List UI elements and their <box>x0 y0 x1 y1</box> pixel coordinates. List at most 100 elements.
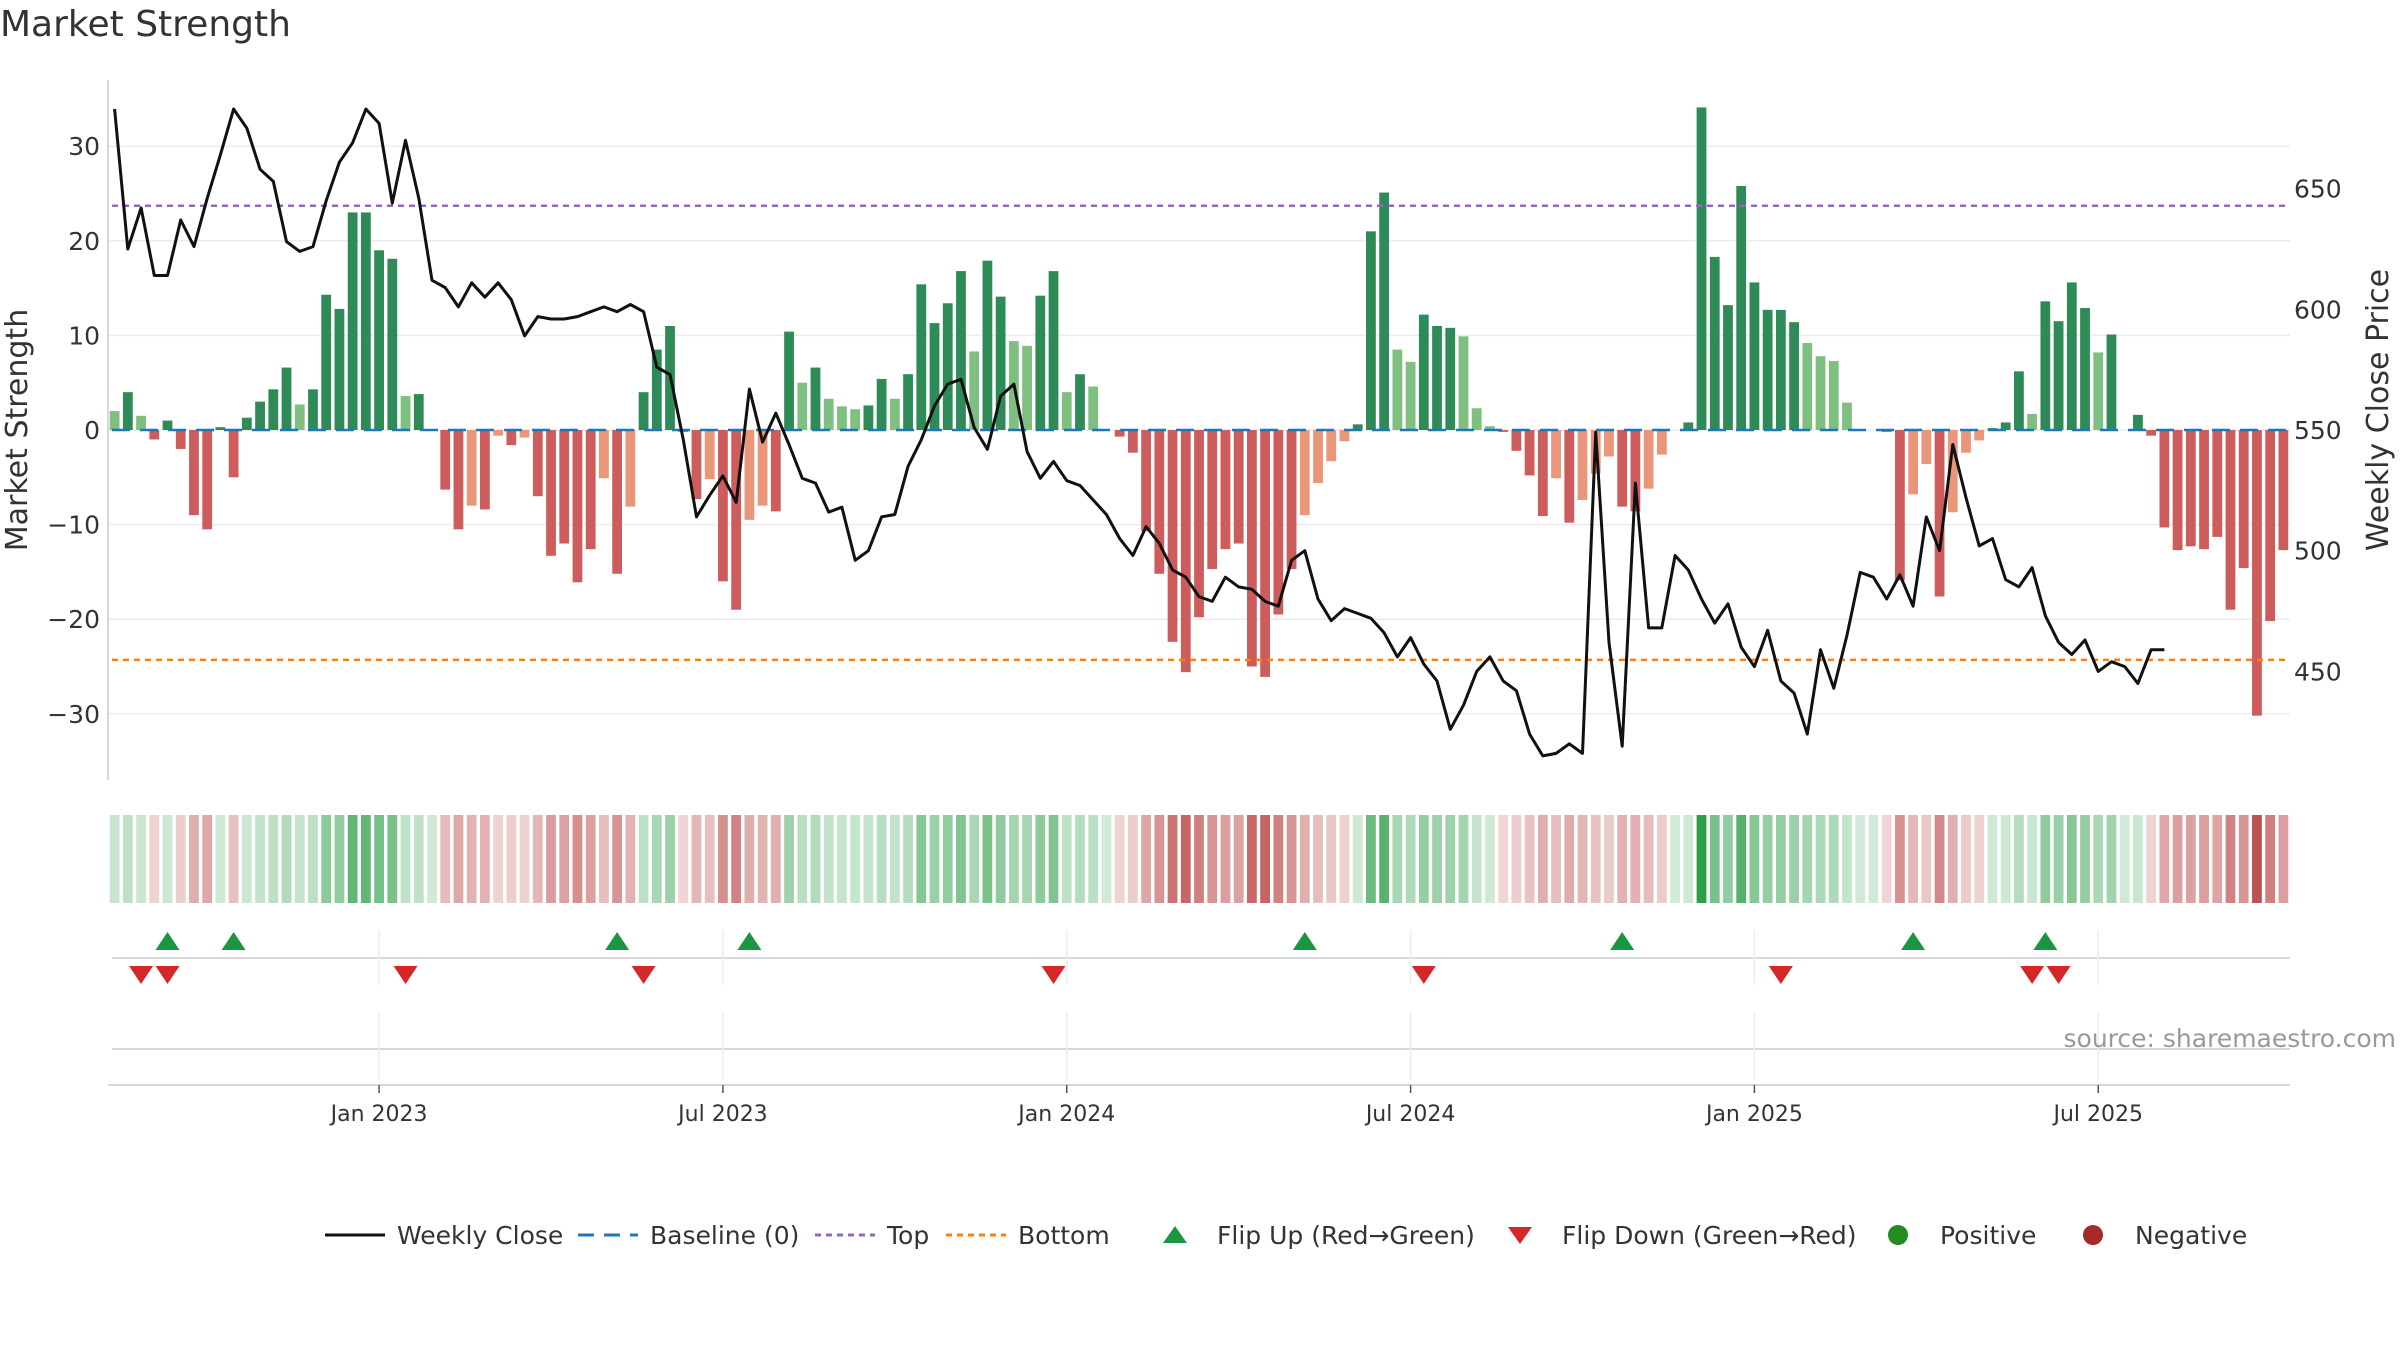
chart-title: Market Strength <box>0 4 291 45</box>
heat-cell <box>810 815 821 903</box>
heat-cell <box>1366 815 1376 903</box>
strength-bar <box>281 367 292 430</box>
legend-swatch-flip-up <box>1163 1226 1187 1243</box>
legend-item: Flip Up (Red→Green) <box>1163 1221 1475 1250</box>
heat-cell <box>1617 815 1628 903</box>
strength-bar <box>1961 430 1971 453</box>
heat-cell <box>202 815 213 903</box>
heat-cell <box>1921 815 1932 903</box>
flip-up-marker <box>605 932 630 950</box>
strength-bar <box>995 296 1006 430</box>
strength-bar <box>1247 430 1257 667</box>
strength-bar <box>1630 430 1641 512</box>
strength-bar <box>625 430 636 507</box>
strength-bar <box>718 430 728 582</box>
heat-cell <box>1022 815 1032 903</box>
y-tick-label: −20 <box>47 605 100 634</box>
heat-cell <box>1894 815 1905 903</box>
heat-cell <box>2225 815 2236 903</box>
heat-cell <box>1789 815 1799 903</box>
heat-cell <box>374 815 384 903</box>
strength-bar <box>942 303 953 430</box>
heat-cell <box>1432 815 1442 903</box>
strength-bar <box>1299 430 1310 516</box>
heat-cell <box>995 815 1006 903</box>
strength-bar <box>1604 430 1614 457</box>
strength-bar <box>956 271 966 430</box>
heat-cell <box>506 815 517 903</box>
heat-cell <box>400 815 411 903</box>
strength-bar <box>2027 413 2038 430</box>
strength-bar <box>321 294 332 430</box>
strength-bar <box>1974 430 1985 441</box>
legend-item: Flip Down (Green→Red) <box>1508 1221 1857 1250</box>
flip-down-marker <box>1411 966 1436 984</box>
heat-cell <box>1828 815 1839 903</box>
strength-bar <box>162 420 173 430</box>
heat-cell <box>2238 815 2249 903</box>
strength-bar <box>1075 374 1085 430</box>
y-tick-label: 30 <box>68 132 100 161</box>
x-tick-label: Jan 2023 <box>329 1102 428 1127</box>
strength-bar <box>572 430 583 583</box>
strength-bar <box>400 395 411 430</box>
strength-bar <box>2252 430 2262 716</box>
legend-item: Baseline (0) <box>578 1221 799 1250</box>
strength-bar <box>1458 336 1469 430</box>
strength-bar <box>189 430 199 516</box>
strength-bar <box>876 378 887 430</box>
heat-cell <box>770 815 781 903</box>
heat-cell <box>1445 815 1456 903</box>
strength-bar <box>837 406 847 430</box>
strength-bar <box>387 258 398 430</box>
heat-cell <box>360 815 371 903</box>
strength-bar <box>585 430 596 550</box>
strength-bar <box>1260 430 1271 677</box>
y-tick-label: 20 <box>68 227 100 256</box>
flip-up-marker <box>1901 932 1926 950</box>
strength-bar <box>770 430 781 512</box>
strength-bar <box>691 430 702 500</box>
strength-bar <box>532 430 543 497</box>
heat-cell <box>2278 815 2289 903</box>
heat-cell <box>2159 815 2170 903</box>
heat-cell <box>453 815 464 903</box>
heat-cell <box>334 815 345 903</box>
strength-bar <box>1207 430 1218 570</box>
strength-bar <box>1564 430 1575 523</box>
strength-bar <box>2265 430 2276 622</box>
heat-cell <box>2133 815 2143 903</box>
heat-cell <box>691 815 702 903</box>
strength-bar <box>1035 295 1046 430</box>
heat-cell <box>704 815 715 903</box>
heat-cell <box>599 815 609 903</box>
strength-bar <box>440 430 451 490</box>
strength-bar <box>466 430 477 506</box>
heat-cell <box>1141 815 1151 903</box>
heat-cell <box>427 815 437 903</box>
strength-bar <box>2238 430 2249 569</box>
x-tick-label: Jan 2024 <box>1016 1102 1115 1127</box>
heat-cell <box>1471 815 1482 903</box>
heat-cell <box>109 815 120 903</box>
strength-bar <box>255 401 265 430</box>
strength-bar <box>1683 422 1694 430</box>
heat-cell <box>2265 815 2276 903</box>
strength-bar <box>2212 430 2223 537</box>
heat-cell <box>2252 815 2262 903</box>
strength-bar <box>1379 192 1390 430</box>
strength-bar <box>1802 342 1813 430</box>
legend-item: Weekly Close <box>325 1221 563 1250</box>
strength-bar <box>308 389 318 430</box>
heat-cell <box>1815 815 1826 903</box>
strength-bar <box>1339 430 1350 442</box>
heat-cell <box>1736 815 1747 903</box>
heat-cell <box>1947 815 1958 903</box>
strength-bar <box>268 389 279 430</box>
heat-cell <box>268 815 279 903</box>
heat-cell <box>1114 815 1125 903</box>
heat-cell <box>2106 815 2117 903</box>
strength-bar <box>2040 301 2051 430</box>
heat-cell <box>1154 815 1165 903</box>
strength-bar <box>493 430 504 436</box>
